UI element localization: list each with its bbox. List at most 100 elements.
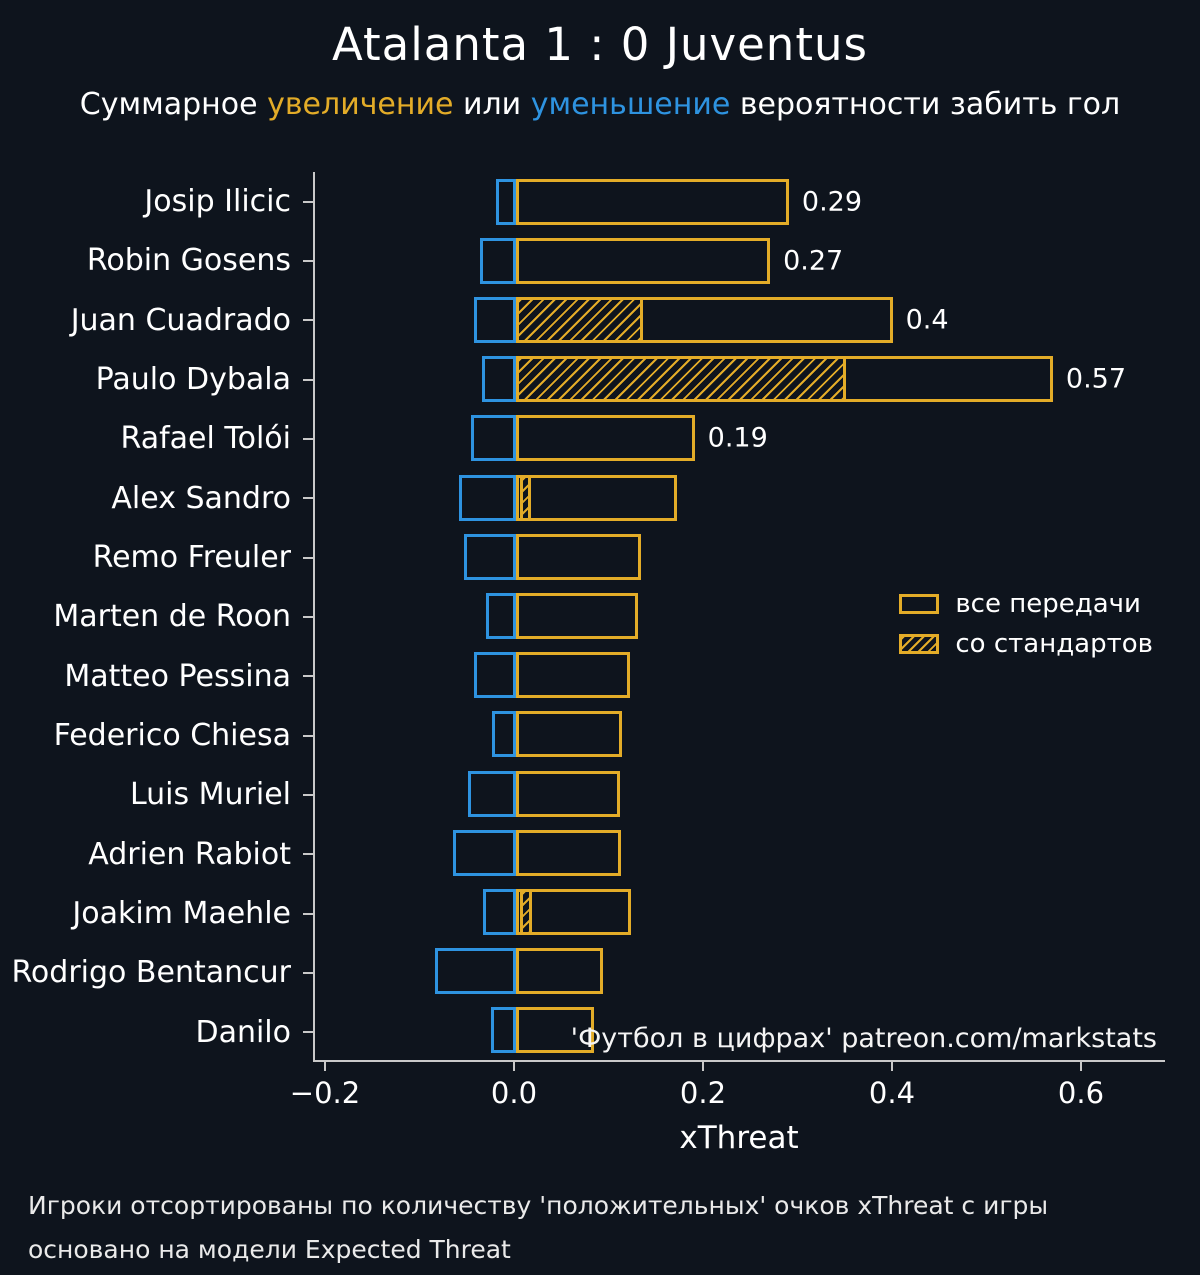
player-label: Rafael Tolói <box>120 421 291 457</box>
x-tick-mark <box>324 1062 326 1071</box>
y-axis-label-row: Remo Freuler <box>0 528 313 587</box>
negative-bar <box>479 237 516 284</box>
player-row <box>315 823 1165 882</box>
x-tick-label: 0.4 <box>868 1076 916 1110</box>
y-tick-mark <box>303 497 313 500</box>
player-row <box>315 942 1165 1001</box>
positive-bar <box>515 948 604 995</box>
x-tick-mark <box>890 1062 893 1071</box>
footnote-line-2: основано на модели Expected Threat <box>28 1234 511 1264</box>
negative-bar <box>471 415 516 462</box>
player-label: Juan Cuadrado <box>70 302 291 338</box>
footnote-line-1: Игроки отсортированы по количеству 'поло… <box>28 1191 1049 1220</box>
legend-entry-all-passes: все передачи <box>899 589 1153 619</box>
y-tick-mark <box>303 912 313 915</box>
y-axis-label-row: Alex Sandro <box>0 469 313 528</box>
player-label: Joakim Maehle <box>72 896 291 932</box>
player-row: 0.19 <box>315 409 1165 468</box>
player-row <box>315 764 1165 823</box>
y-axis-label-row: Federico Chiesa <box>0 706 313 765</box>
value-label: 0.29 <box>801 186 863 218</box>
chart: Josip Ilicic Robin Gosens Juan Cuadrado Pau… <box>0 172 1200 1156</box>
legend: все передачи со стандартов <box>899 589 1153 659</box>
y-axis-label-row: Adrien Rabiot <box>0 825 313 884</box>
y-tick-mark <box>303 675 313 678</box>
y-tick-mark <box>303 556 313 559</box>
y-axis-label-row: Luis Muriel <box>0 765 313 824</box>
negative-bar <box>435 948 516 995</box>
player-label: Remo Freuler <box>92 540 291 576</box>
y-axis-label-row: Robin Gosens <box>0 231 313 290</box>
y-axis-label-row: Danilo <box>0 1003 313 1062</box>
x-tick-label: 0.0 <box>490 1076 538 1110</box>
y-tick-mark <box>303 853 313 856</box>
page-title: Atalanta 1 : 0 Juventus <box>332 18 868 71</box>
y-axis-label-row: Paulo Dybala <box>0 350 313 409</box>
subtitle-suffix: вероятности забить гол <box>730 87 1121 122</box>
positive-bar <box>515 415 695 462</box>
player-row <box>315 882 1165 941</box>
negative-bar <box>491 711 516 758</box>
positive-bar <box>515 829 622 876</box>
legend-label-set-pieces: со стандартов <box>955 629 1153 660</box>
player-row <box>315 468 1165 527</box>
subtitle-prefix: Суммарное <box>79 87 268 122</box>
y-tick-mark <box>303 793 313 796</box>
player-label: Rodrigo Bentancur <box>11 955 291 991</box>
legend-label-all-passes: все передачи <box>955 589 1141 620</box>
x-axis-title: xThreat <box>679 1120 799 1156</box>
positive-bar <box>515 711 623 758</box>
positive-bar <box>515 770 621 817</box>
set-piece-bar <box>520 889 532 936</box>
player-label: Paulo Dybala <box>95 362 291 398</box>
positive-bar <box>515 593 639 640</box>
x-tick-label: 0.6 <box>1057 1076 1105 1110</box>
plot-area: 0.29 0.27 0.4 0.57 0.19 все передачи со стан… <box>313 172 1165 1062</box>
y-tick-mark <box>303 1031 313 1034</box>
negative-bar <box>495 178 516 225</box>
negative-bar <box>483 889 516 936</box>
value-label: 0.57 <box>1065 363 1127 395</box>
player-label: Federico Chiesa <box>53 718 291 754</box>
value-label: 0.4 <box>905 304 949 336</box>
player-label: Marten de Roon <box>53 599 291 635</box>
player-row <box>315 527 1165 586</box>
set-piece-bar <box>515 356 847 403</box>
player-label: Matteo Pessina <box>64 658 291 694</box>
y-axis-label-row: Rodrigo Bentancur <box>0 943 313 1002</box>
y-tick-mark <box>303 971 313 974</box>
y-tick-mark <box>303 200 313 203</box>
player-label: Alex Sandro <box>111 480 291 516</box>
player-label: Josip Ilicic <box>144 184 291 220</box>
player-row <box>315 646 1165 705</box>
subtitle-middle: или <box>453 87 531 122</box>
player-row <box>315 705 1165 764</box>
value-label: 0.27 <box>783 245 844 277</box>
player-label: Danilo <box>195 1014 291 1050</box>
player-label: Robin Gosens <box>86 243 291 279</box>
set-piece-bar <box>515 297 643 343</box>
positive-bar <box>515 178 789 225</box>
player-row: 0.29 <box>315 172 1165 231</box>
y-tick-mark <box>303 259 313 262</box>
positive-bar <box>515 474 677 521</box>
x-tick-label: −0.2 <box>289 1076 361 1110</box>
y-axis-label-row: Joakim Maehle <box>0 884 313 943</box>
positive-bar <box>515 237 771 284</box>
player-row <box>315 586 1165 645</box>
chart-subtitle: Суммарное увеличение или уменьшение веро… <box>0 87 1200 122</box>
negative-bar <box>458 474 516 521</box>
legend-entry-set-pieces: со стандартов <box>899 629 1153 659</box>
y-tick-mark <box>303 378 313 381</box>
player-row <box>315 1001 1165 1060</box>
player-row: 0.4 <box>315 290 1165 349</box>
x-tick-mark <box>701 1062 704 1071</box>
x-tick-mark <box>512 1062 515 1071</box>
legend-swatch-set-pieces <box>899 634 940 655</box>
set-piece-bar <box>520 474 531 521</box>
x-tick-label: 0.2 <box>679 1076 727 1110</box>
y-axis-label-row: Rafael Tolói <box>0 409 313 468</box>
positive-bar <box>515 889 632 936</box>
negative-bar <box>474 297 516 343</box>
y-tick-mark <box>303 615 313 618</box>
